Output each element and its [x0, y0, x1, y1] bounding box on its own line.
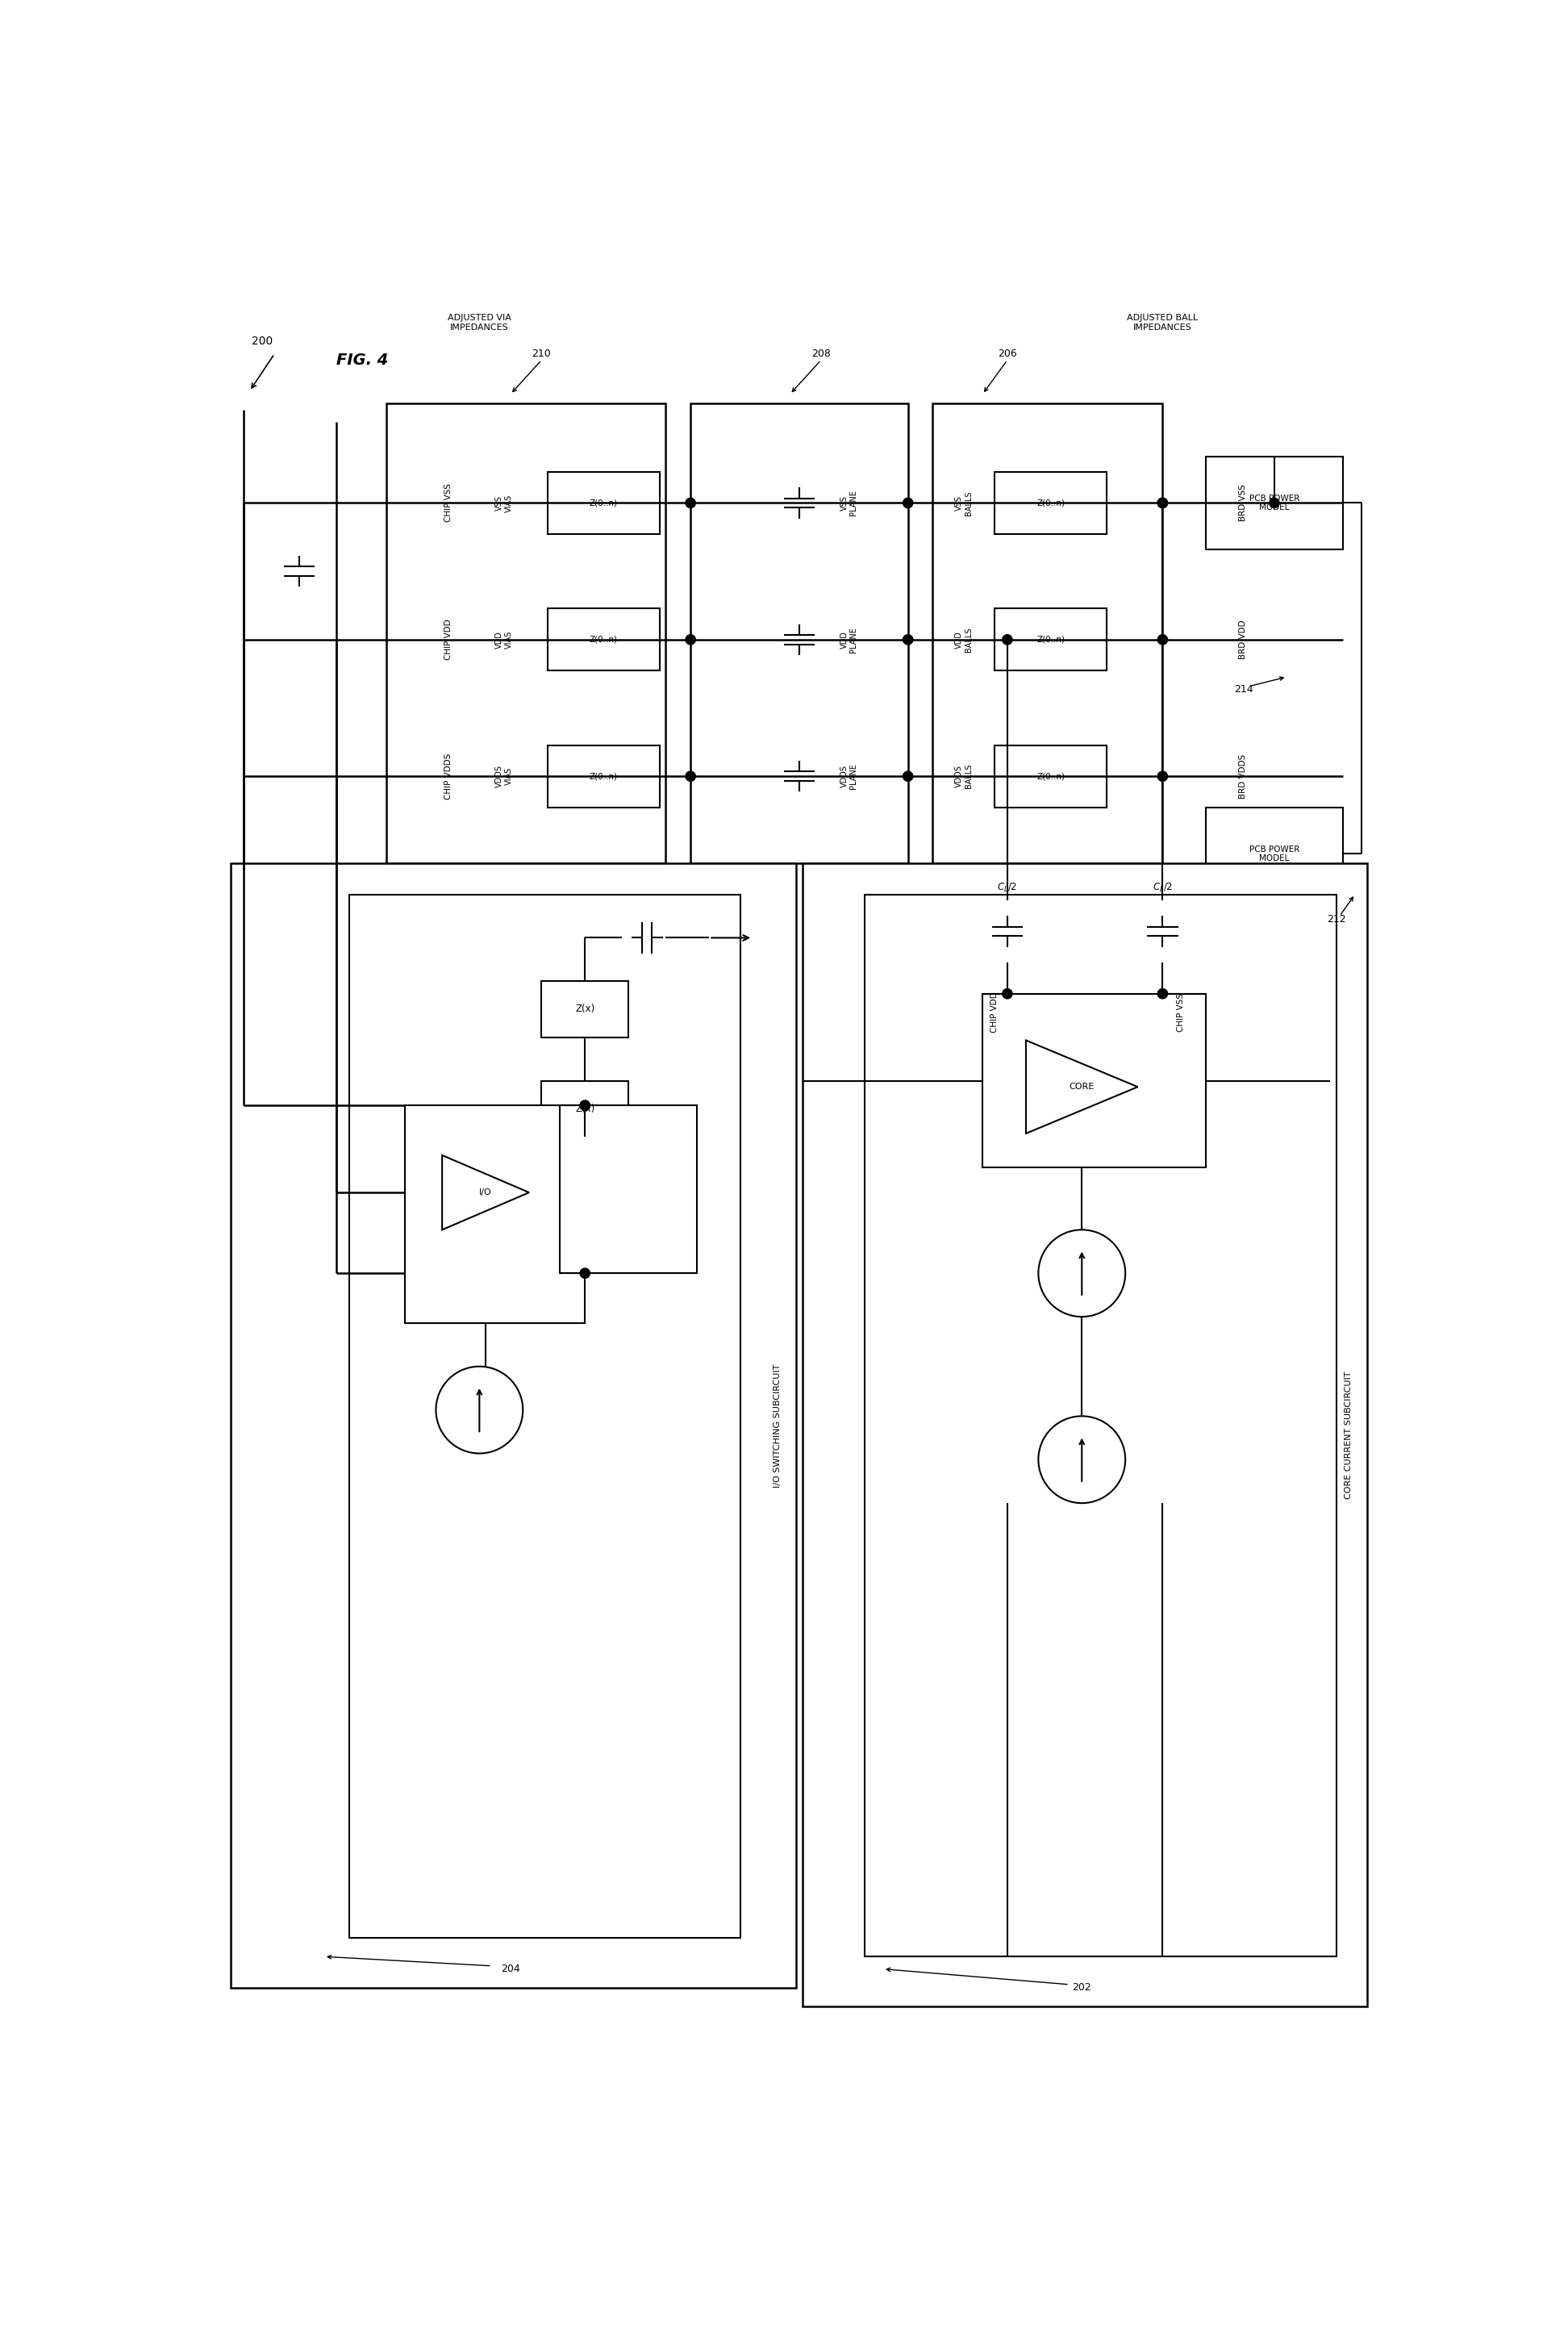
Circle shape — [1038, 1417, 1126, 1503]
Text: 208: 208 — [811, 348, 831, 360]
Circle shape — [1157, 772, 1168, 781]
Text: BRD VDDS: BRD VDDS — [1239, 753, 1248, 800]
Bar — [994, 608, 1107, 671]
Circle shape — [580, 1101, 590, 1111]
Text: I/O: I/O — [480, 1188, 492, 1197]
Circle shape — [580, 1101, 590, 1111]
Text: VDD
PLANE: VDD PLANE — [840, 627, 858, 652]
Text: 204: 204 — [500, 1964, 521, 1973]
Text: CHIP VSS: CHIP VSS — [1178, 994, 1185, 1031]
Circle shape — [685, 772, 696, 781]
Text: VDD
VIAS: VDD VIAS — [495, 631, 513, 648]
Circle shape — [685, 498, 696, 507]
Text: 214: 214 — [1234, 685, 1253, 694]
Bar — [994, 746, 1107, 807]
Text: VDDS
VIAS: VDDS VIAS — [495, 765, 513, 788]
Circle shape — [903, 772, 913, 781]
Circle shape — [1157, 498, 1168, 507]
Text: $C_L$/2: $C_L$/2 — [1152, 881, 1173, 893]
Circle shape — [1038, 1230, 1126, 1316]
Text: 202: 202 — [1073, 1983, 1091, 1992]
Text: Z(0..n): Z(0..n) — [590, 636, 618, 643]
Text: PCB POWER
MODEL: PCB POWER MODEL — [1250, 493, 1300, 512]
Polygon shape — [1025, 1040, 1138, 1134]
Text: VDDS
PLANE: VDDS PLANE — [840, 765, 858, 790]
Text: ADJUSTED VIA
IMPEDANCES: ADJUSTED VIA IMPEDANCES — [447, 313, 511, 332]
Text: Z(0..n): Z(0..n) — [1036, 498, 1065, 507]
Circle shape — [685, 634, 696, 645]
Text: CHIP VDDS: CHIP VDDS — [444, 753, 453, 800]
Text: ADJUSTED BALL
IMPEDANCES: ADJUSTED BALL IMPEDANCES — [1127, 313, 1198, 332]
Text: VDDS
BALLS: VDDS BALLS — [955, 765, 972, 788]
Circle shape — [580, 1267, 590, 1279]
Text: 210: 210 — [532, 348, 550, 360]
Text: Z(x): Z(x) — [575, 1003, 594, 1015]
Text: PCB POWER
MODEL: PCB POWER MODEL — [1250, 846, 1300, 863]
Bar — [933, 404, 1162, 863]
Bar — [230, 863, 797, 1987]
Bar — [386, 404, 666, 863]
Bar — [547, 472, 660, 533]
Text: Z(0..n): Z(0..n) — [590, 498, 618, 507]
Bar — [803, 863, 1367, 2006]
Text: Z(0..n): Z(0..n) — [1036, 772, 1065, 781]
Text: $C_L$/2: $C_L$/2 — [997, 881, 1018, 893]
Text: FIG. 4: FIG. 4 — [337, 353, 389, 367]
Bar — [983, 994, 1206, 1167]
Circle shape — [436, 1365, 522, 1454]
Circle shape — [903, 498, 913, 507]
Bar — [405, 1106, 585, 1323]
Circle shape — [903, 634, 913, 645]
Text: Z(0..n): Z(0..n) — [590, 772, 618, 781]
Bar — [541, 982, 629, 1038]
Bar — [994, 472, 1107, 533]
Text: BRD VDD: BRD VDD — [1239, 620, 1248, 659]
Bar — [1206, 456, 1342, 549]
Text: 212: 212 — [1327, 914, 1345, 924]
Bar — [350, 895, 740, 1938]
Text: VSS
BALLS: VSS BALLS — [955, 491, 972, 514]
Bar — [864, 895, 1336, 1957]
Circle shape — [1157, 634, 1168, 645]
Text: I/O SWITCHING SUBCIRCUIT: I/O SWITCHING SUBCIRCUIT — [773, 1363, 781, 1487]
Text: CHIP VDD: CHIP VDD — [444, 620, 453, 659]
Text: VSS
VIAS: VSS VIAS — [495, 493, 513, 512]
Bar — [547, 608, 660, 671]
Text: Z(x): Z(x) — [575, 1104, 594, 1113]
Circle shape — [1002, 634, 1013, 645]
Text: 206: 206 — [997, 348, 1018, 360]
Text: CHIP VDD: CHIP VDD — [991, 991, 999, 1033]
Bar — [560, 1106, 696, 1274]
Circle shape — [1157, 989, 1168, 998]
Circle shape — [1002, 989, 1013, 998]
Text: VDD
BALLS: VDD BALLS — [955, 627, 972, 652]
Text: BRD VSS: BRD VSS — [1239, 484, 1248, 521]
Bar — [541, 1080, 629, 1136]
Bar — [690, 404, 908, 863]
Text: CORE CURRENT SUBCIRCUIT: CORE CURRENT SUBCIRCUIT — [1345, 1370, 1353, 1499]
Text: CHIP VSS: CHIP VSS — [444, 484, 453, 521]
Polygon shape — [442, 1155, 528, 1230]
Text: Z(0..n): Z(0..n) — [1036, 636, 1065, 643]
Text: CORE: CORE — [1069, 1082, 1094, 1092]
Bar — [1206, 807, 1342, 900]
Circle shape — [1157, 498, 1168, 507]
Text: 200: 200 — [251, 337, 273, 346]
Text: VSS
PLANE: VSS PLANE — [840, 491, 858, 517]
Bar — [547, 746, 660, 807]
Circle shape — [1270, 498, 1279, 507]
